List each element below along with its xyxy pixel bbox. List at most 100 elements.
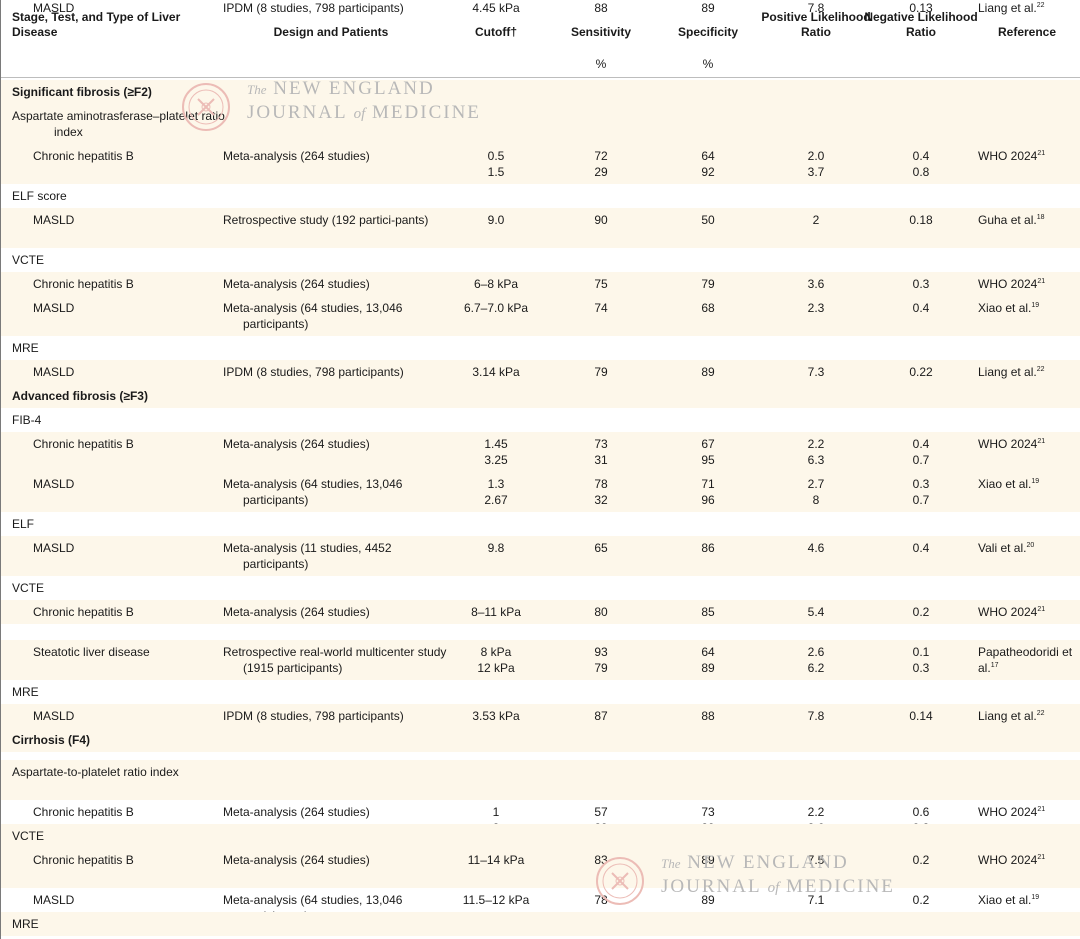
positive-lr-value: 2.7 [807,477,825,491]
reference-superscript: 21 [1037,806,1046,813]
reference-superscript: 21 [1037,438,1046,445]
positive-lr-value: 2 [812,213,820,227]
disease-name: Chronic hepatitis B [33,805,134,819]
reference-text: WHO 2024 [978,853,1038,867]
positive-lr-value: 2.2 [807,805,825,819]
reference-text: WHO 2024 [978,149,1038,163]
cutoff-value: 1.5 [487,165,505,179]
positive-lr-value: 3.7 [807,165,825,179]
negative-lr-value: 0.2 [912,893,930,907]
row-band [1,384,1080,408]
negative-lr-value: 0.18 [909,213,933,227]
specificity-value: 92 [701,165,715,179]
specificity-value: 89 [701,1,715,15]
reference-text: Xiao et al. [978,893,1032,907]
reference-superscript: 22 [1036,710,1045,717]
nejm-seal-icon [596,857,644,905]
sensitivity-value: 80 [594,605,608,619]
negative-lr-value: 0.2 [912,605,930,619]
reference-cell: Liang et al.22 [978,0,1078,16]
cutoff-value: 0.5 [487,149,505,163]
watermark-journal: JOURNAL [247,102,347,123]
study-design: Meta-analysis (11 studies, 4452 particip… [223,541,392,571]
disease-name: Chronic hepatitis B [33,149,134,163]
reference-cell: Papatheodoridi et al.17 [978,644,1078,676]
negative-lr-value: 0.1 [912,645,930,659]
test-name: ELF score [12,189,67,203]
positive-lr-value: 2.3 [807,301,825,315]
positive-lr-value: 7.1 [807,893,825,907]
negative-lr-value: 0.13 [909,1,933,15]
header-stage: Stage, Test, and Type of Liver Disease [12,10,181,39]
header-cutoff: Cutoff† [475,25,517,39]
test-name: MRE [12,917,39,931]
sensitivity-value: 75 [594,277,608,291]
nejm-watermark-2: The NEW ENGLAND JOURNAL of MEDICINE [595,852,935,916]
reference-cell: Liang et al.22 [978,364,1078,380]
negative-lr-value: 0.4 [912,437,930,451]
cutoff-value: 11–14 kPa [467,853,525,867]
disease-name: MASLD [33,1,75,15]
specificity-value: 73 [701,805,715,819]
reference-cell: Xiao et al.19 [978,476,1078,492]
reference-cell: WHO 202421 [978,148,1078,164]
row-band [1,536,1080,576]
sensitivity-value: 79 [594,365,608,379]
disease-name: MASLD [33,893,75,907]
row-band [1,80,1080,104]
sensitivity-value: 65 [594,541,608,555]
sensitivity-value: 31 [594,453,608,467]
disease-name: Chronic hepatitis B [33,853,134,867]
study-design: Meta-analysis (264 studies) [223,605,370,619]
study-design: Meta-analysis (264 studies) [223,853,370,867]
row-band [1,272,1080,296]
negative-lr-value: 0.6 [912,805,930,819]
reference-cell: WHO 202421 [978,804,1078,820]
study-design: Retrospective real-world multicenter stu… [223,645,447,675]
negative-lr-value: 0.4 [912,301,930,315]
specificity-value: 67 [701,437,715,451]
reference-text: Liang et al. [978,365,1037,379]
header-sensitivity: Sensitivity [570,25,632,39]
reference-superscript: 19 [1031,894,1040,901]
reference-text: Papatheodoridi et al. [978,645,1073,675]
watermark-medicine: MEDICINE [372,102,481,123]
sensitivity-value: 88 [594,1,608,15]
reference-cell: Xiao et al.19 [978,892,1078,908]
reference-text: Vali et al. [978,541,1027,555]
sensitivity-value: 93 [594,645,608,659]
row-band [1,848,1080,888]
row-band [1,600,1080,624]
reference-text: Liang et al. [978,709,1037,723]
row-band [1,472,1080,512]
negative-lr-value: 0.7 [912,493,930,507]
positive-lr-value: 7.3 [807,365,825,379]
watermark-the: The [247,82,267,97]
cutoff-value: 12 kPa [477,661,515,675]
negative-lr-value: 0.3 [912,477,930,491]
specificity-value: 89 [701,853,715,867]
reference-superscript: 17 [990,662,999,669]
row-band [1,704,1080,728]
specificity-value: 89 [701,365,715,379]
section-heading: Advanced fibrosis (≥F3) [12,389,148,403]
reference-text: Guha et al. [978,213,1037,227]
specificity-value: 64 [701,149,715,163]
study-design: IPDM (8 studies, 798 participants) [223,365,404,379]
cutoff-value: 6–8 kPa [473,277,519,291]
test-name: VCTE [12,829,45,843]
test-name: FIB-4 [12,413,42,427]
section-heading: Cirrhosis (F4) [12,733,91,747]
row-band [1,296,1080,336]
header-reference: Reference [997,25,1057,39]
row-band [1,640,1080,680]
header-specificity: Specificity [677,25,739,39]
reference-superscript: 21 [1037,854,1046,861]
negative-lr-value: 0.8 [912,165,930,179]
reference-cell: WHO 202421 [978,852,1078,868]
sensitivity-value: 79 [594,661,608,675]
negative-lr-value: 0.2 [912,853,930,867]
cutoff-value: 1.45 [484,437,508,451]
reference-superscript: 20 [1026,542,1035,549]
